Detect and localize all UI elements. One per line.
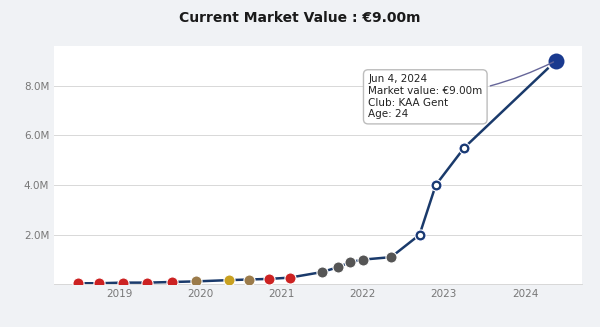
Text: Jun 4, 2024
Market value: €9.00m
Club: KAA Gent
Age: 24: Jun 4, 2024 Market value: €9.00m Club: K… (368, 62, 554, 119)
Text: Current Market Value : €9.00m: Current Market Value : €9.00m (179, 11, 421, 26)
